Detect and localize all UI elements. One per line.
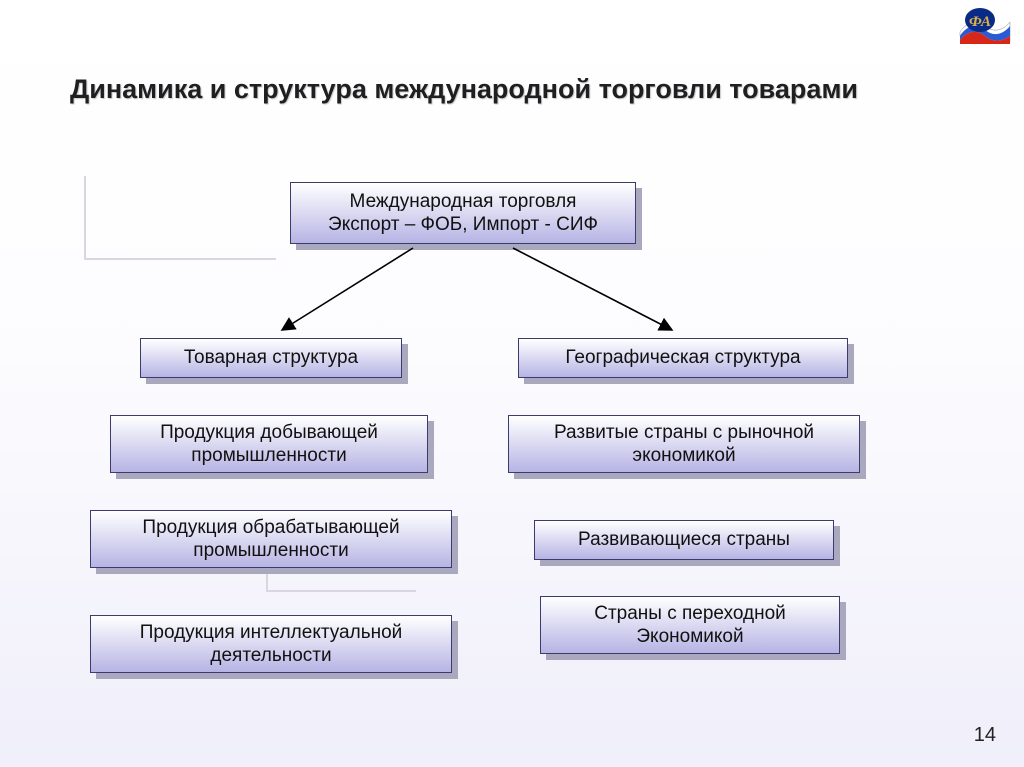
- arrow: [513, 248, 672, 330]
- node-right1: Развитые страны с рыночнойэкономикой: [508, 415, 860, 473]
- node-label: Продукция обрабатывающейпромышленности: [142, 516, 399, 562]
- node-label: Географическая структура: [565, 346, 800, 369]
- svg-text:ФА: ФА: [969, 14, 991, 30]
- node-left3: Продукция интеллектуальнойдеятельности: [90, 615, 452, 673]
- logo: ФА: [958, 6, 1012, 44]
- node-label: Страны с переходнойЭкономикой: [594, 602, 786, 648]
- node-label: Международная торговляЭкспорт – ФОБ, Имп…: [328, 190, 598, 236]
- node-label: Продукция добывающейпромышленности: [160, 421, 378, 467]
- node-label: Развивающиеся страны: [578, 528, 790, 551]
- node-right0: Географическая структура: [518, 338, 848, 378]
- page-number: 14: [974, 724, 996, 747]
- node-right3: Страны с переходнойЭкономикой: [540, 596, 840, 654]
- arrow: [282, 248, 413, 330]
- node-left0: Товарная структура: [140, 338, 402, 378]
- slide-title: Динамика и структура международной торго…: [70, 72, 890, 107]
- deco-line: [84, 176, 86, 260]
- node-left1: Продукция добывающейпромышленности: [110, 415, 428, 473]
- node-label: Продукция интеллектуальнойдеятельности: [140, 621, 403, 667]
- deco-line: [266, 590, 416, 592]
- deco-line: [84, 258, 276, 260]
- slide: ФА Динамика и структура международной то…: [0, 0, 1024, 767]
- node-left2: Продукция обрабатывающейпромышленности: [90, 510, 452, 568]
- node-label: Развитые страны с рыночнойэкономикой: [554, 421, 814, 467]
- node-root: Международная торговляЭкспорт – ФОБ, Имп…: [290, 182, 636, 244]
- node-label: Товарная структура: [184, 346, 358, 369]
- node-right2: Развивающиеся страны: [534, 520, 834, 560]
